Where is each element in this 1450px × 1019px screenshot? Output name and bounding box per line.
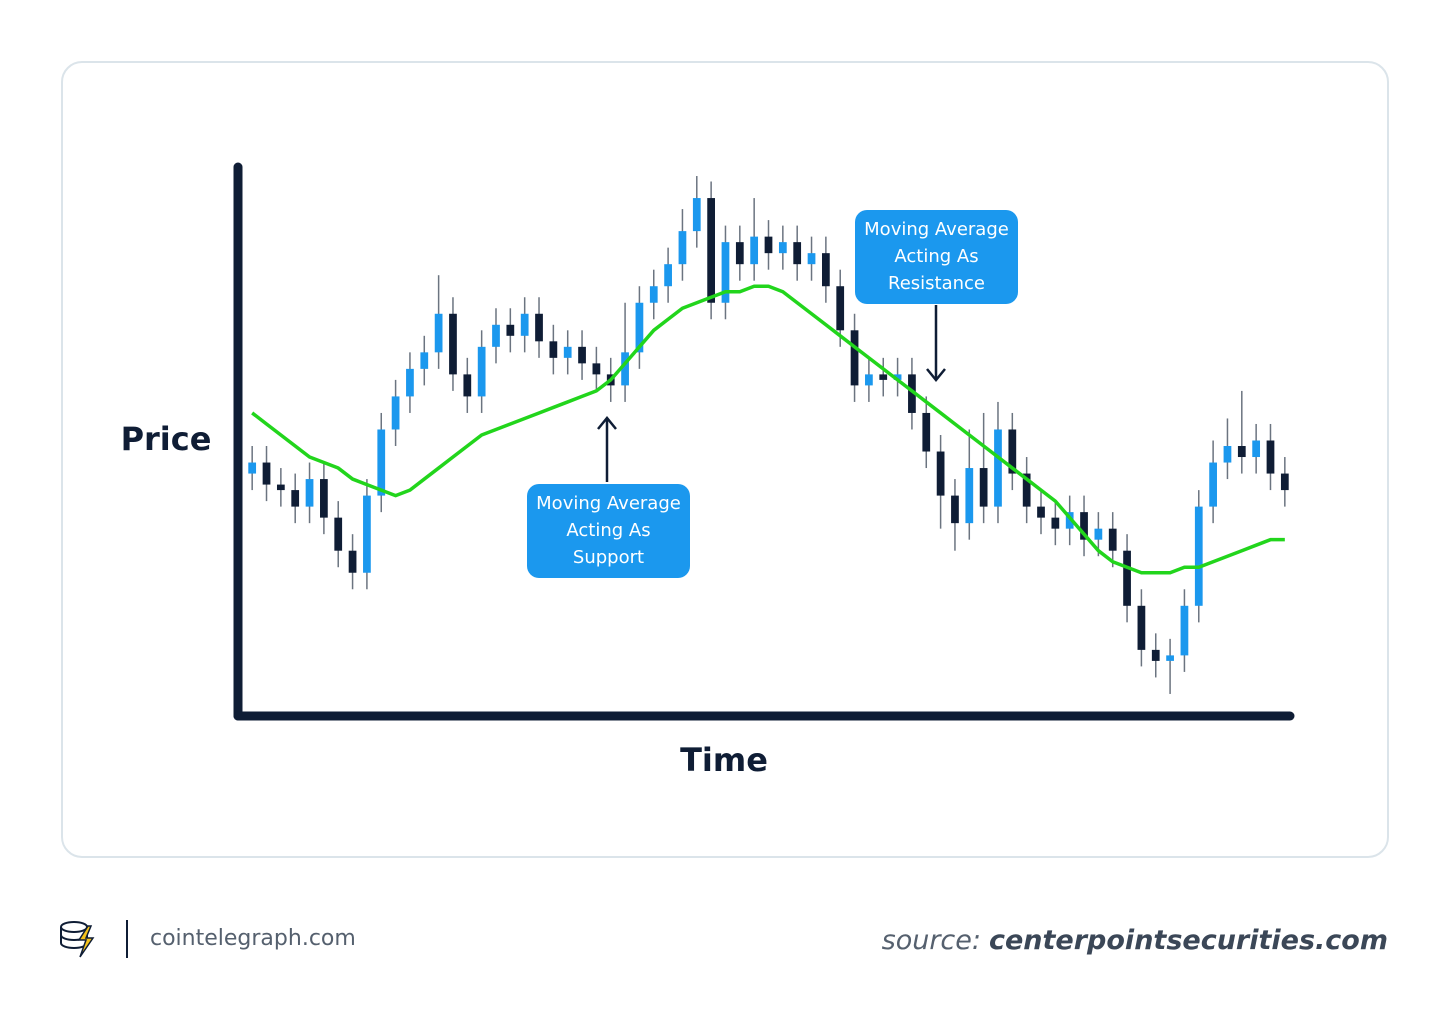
arrow-head	[597, 416, 617, 430]
candle-body	[291, 490, 300, 507]
candle-body	[1137, 605, 1146, 650]
annotation: Moving Average Acting As Resistance	[855, 210, 1018, 304]
candle-body	[1051, 517, 1060, 529]
candle-body	[1194, 506, 1203, 606]
candle-body	[477, 346, 486, 397]
candle-body	[420, 352, 429, 369]
candle-body	[320, 479, 328, 518]
candle-body	[836, 286, 845, 331]
candle-body	[377, 429, 386, 496]
candle-body	[248, 462, 257, 474]
candle-body	[707, 198, 716, 303]
plot-area	[248, 176, 1289, 694]
candle-body	[793, 242, 802, 265]
candle-body	[463, 374, 472, 397]
candle-body	[764, 236, 773, 254]
annotation-box	[855, 210, 1018, 304]
candle-body	[1266, 440, 1275, 474]
candle-body	[965, 468, 974, 524]
candle-body	[750, 236, 759, 265]
x-axis-label: Time	[680, 741, 768, 779]
candle-body	[1108, 528, 1117, 551]
candle-body	[1252, 440, 1261, 458]
source-prefix: source:	[882, 925, 981, 956]
candle-body	[1209, 462, 1217, 507]
brand: cointelegraph.com	[150, 926, 356, 951]
annotation-text: Moving Average	[536, 493, 681, 514]
candle-body	[735, 242, 744, 265]
candle-body	[778, 242, 787, 254]
annotation: Moving Average Acting As Support	[527, 484, 690, 578]
candle-body	[535, 313, 543, 342]
candle-body	[922, 412, 931, 452]
candle-body	[865, 374, 873, 386]
candle-body	[936, 451, 945, 496]
candle-body	[821, 253, 830, 287]
candle-body	[721, 242, 730, 303]
annotation-text: Acting As	[894, 246, 978, 267]
candle-body	[520, 313, 529, 336]
annotation-text: Moving Average	[864, 219, 1009, 240]
source-name: centerpointsecurities.com	[989, 925, 1388, 956]
candle-body	[334, 517, 343, 551]
candle-body	[1166, 655, 1174, 661]
candle-body	[1037, 506, 1045, 518]
candle-body	[578, 346, 586, 364]
candle-body	[1280, 473, 1289, 491]
candle-body	[1008, 429, 1017, 474]
candle-body	[879, 374, 888, 380]
candle-body	[1094, 528, 1103, 540]
candle-body	[305, 479, 314, 507]
annotation-text: Acting As	[566, 520, 650, 541]
candle-body	[649, 286, 658, 303]
candle-body	[979, 468, 988, 507]
annotation-text: Resistance	[888, 273, 985, 294]
candle-body	[664, 264, 672, 287]
candle-body	[1065, 512, 1074, 529]
y-axis-label: Price	[121, 420, 212, 458]
candle-body	[549, 341, 558, 358]
candle-body	[1123, 550, 1131, 606]
candle-body	[492, 324, 500, 347]
source: source: centerpointsecurities.com	[882, 925, 1388, 956]
candle-body	[807, 253, 816, 265]
candle-body	[262, 462, 271, 485]
candle-body	[563, 346, 572, 358]
logo	[60, 921, 95, 958]
candle-body	[348, 550, 357, 573]
candle-body	[592, 363, 601, 375]
candle-body	[692, 198, 701, 232]
candle-body	[363, 495, 371, 573]
candle-body	[1180, 605, 1189, 656]
candle-body	[506, 324, 515, 336]
candle-body	[406, 368, 414, 397]
candle-body	[1022, 473, 1031, 507]
candle-body	[908, 374, 916, 413]
candle-body	[893, 374, 902, 380]
candle-body	[449, 313, 457, 375]
candle-body	[391, 396, 400, 430]
candle-body	[1151, 649, 1160, 661]
candle-body	[434, 313, 443, 353]
candle-body	[850, 330, 859, 386]
annotation-box	[527, 484, 690, 578]
moving-average	[251, 284, 1285, 575]
candle-body	[276, 484, 285, 491]
candle-body	[635, 302, 644, 353]
candle-body	[678, 231, 687, 265]
candle-body	[1080, 512, 1088, 540]
card	[61, 61, 1389, 858]
candle-body	[951, 495, 959, 524]
candle-body	[994, 429, 1002, 507]
annotation-text: Support	[573, 547, 644, 568]
candle-body	[1237, 446, 1246, 458]
arrow-head	[926, 368, 946, 382]
candle-body	[621, 352, 629, 386]
candle-body	[1223, 446, 1232, 463]
